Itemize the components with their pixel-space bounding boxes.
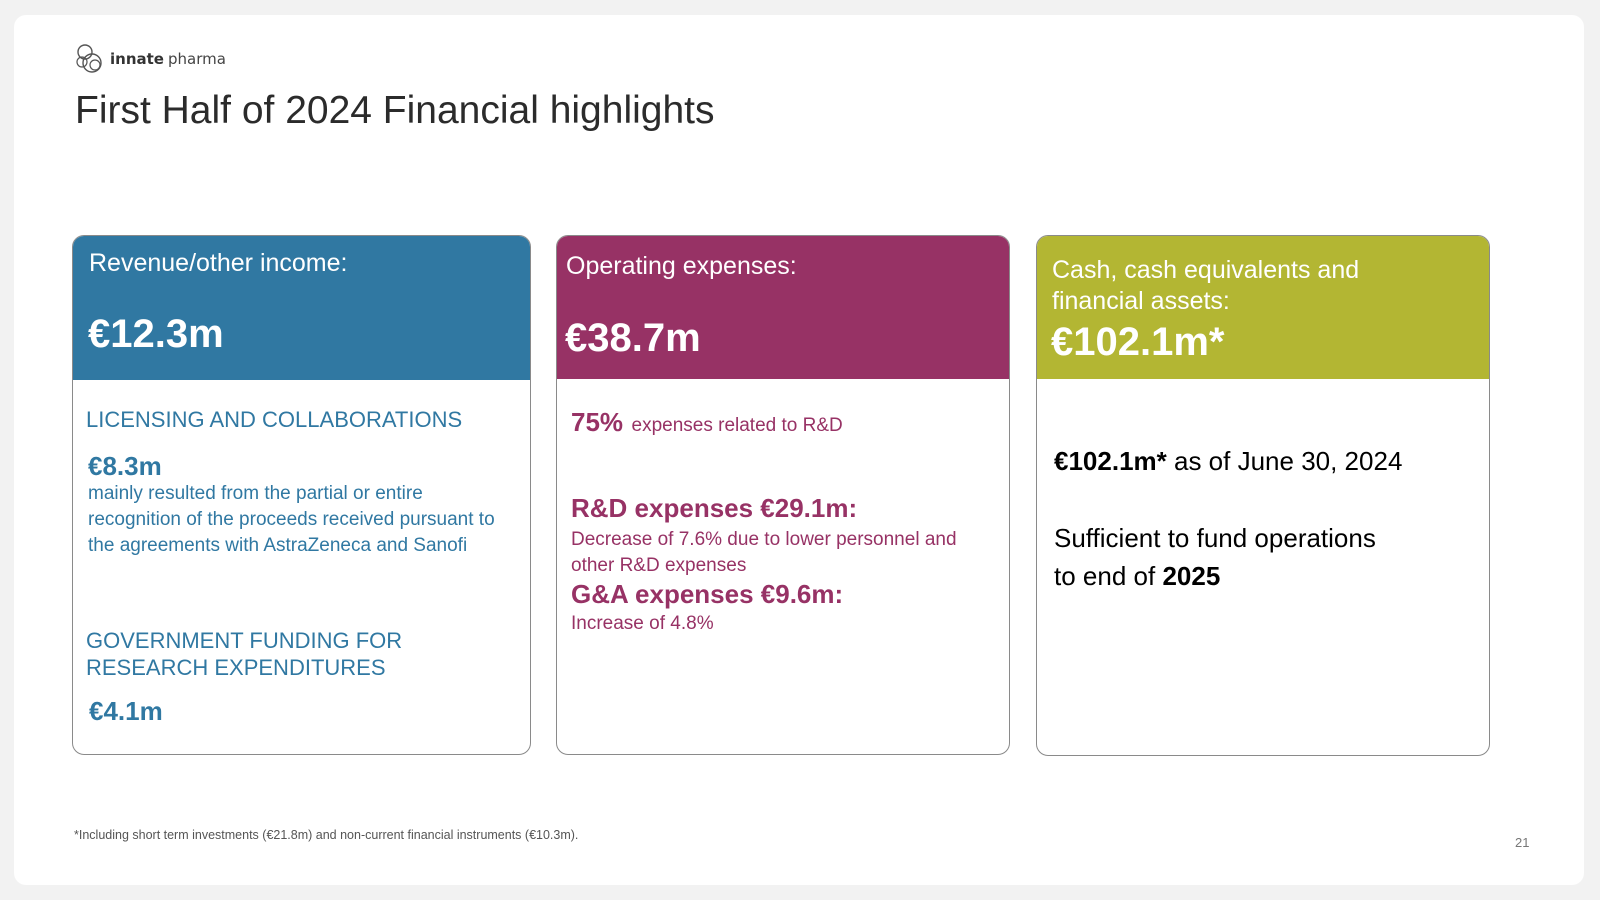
rd-expenses-description: Decrease of 7.6% due to lower personnel … — [571, 529, 957, 576]
footnote: *Including short term investments (€21.8… — [74, 828, 579, 842]
logo-text-bold: innate — [110, 50, 164, 68]
opex-header-value: €38.7m — [565, 316, 701, 360]
cash-position-date: as of June 30, 2024 — [1174, 446, 1403, 476]
cash-card: Cash, cash equivalents and financial ass… — [1036, 235, 1490, 756]
cash-runway-line-1: Sufficient to fund operations — [1054, 523, 1376, 553]
revenue-card-header: Revenue/other income: €12.3m — [73, 236, 530, 380]
licensing-section-title: LICENSING AND COLLABORATIONS — [86, 407, 463, 432]
opex-header-label: Operating expenses: — [566, 252, 797, 280]
logo-mark-icon — [74, 42, 106, 76]
page-number: 21 — [1515, 835, 1530, 850]
logo-text-light: pharma — [167, 50, 226, 68]
opex-card: Operating expenses: €38.7m 75% expenses … — [556, 235, 1010, 755]
government-funding-value: €4.1m — [89, 696, 163, 726]
cash-runway-statement: Sufficient to fund operations to end of … — [1054, 519, 1376, 595]
company-logo: innate pharma — [74, 42, 226, 76]
rd-share-value: 75% — [571, 407, 624, 437]
cash-header-value: €102.1m* — [1051, 320, 1225, 364]
cash-header-label: Cash, cash equivalents and financial ass… — [1052, 256, 1360, 315]
rd-share-text: expenses related to R&D — [631, 415, 843, 436]
ga-expenses-description: Increase of 4.8% — [571, 613, 714, 634]
cash-runway-prefix: to end of — [1054, 561, 1156, 591]
government-funding-title: GOVERNMENT FUNDING FOR RESEARCH EXPENDIT… — [86, 628, 403, 680]
licensing-value: €8.3m — [88, 451, 162, 481]
slide: innate pharma First Half of 2024 Financi… — [14, 15, 1584, 885]
revenue-header-value: €12.3m — [88, 312, 224, 356]
opex-card-header: Operating expenses: €38.7m — [557, 236, 1009, 379]
rd-share-line: 75% expenses related to R&D — [571, 407, 843, 438]
licensing-description: mainly resulted from the partial or enti… — [88, 483, 495, 556]
page-title: First Half of 2024 Financial highlights — [75, 89, 715, 132]
rd-expenses-title: R&D expenses €29.1m: — [571, 493, 858, 523]
cash-position-value: €102.1m* — [1054, 446, 1167, 476]
cash-position-line: €102.1m* as of June 30, 2024 — [1054, 446, 1402, 477]
revenue-card: Revenue/other income: €12.3m LICENSING A… — [72, 235, 531, 755]
cash-runway-line-2: to end of 2025 — [1054, 557, 1376, 595]
cash-runway-year: 2025 — [1162, 561, 1221, 591]
ga-expenses-title: G&A expenses €9.6m: — [571, 579, 844, 609]
cash-card-header: Cash, cash equivalents and financial ass… — [1037, 236, 1489, 379]
revenue-header-label: Revenue/other income: — [89, 249, 348, 277]
